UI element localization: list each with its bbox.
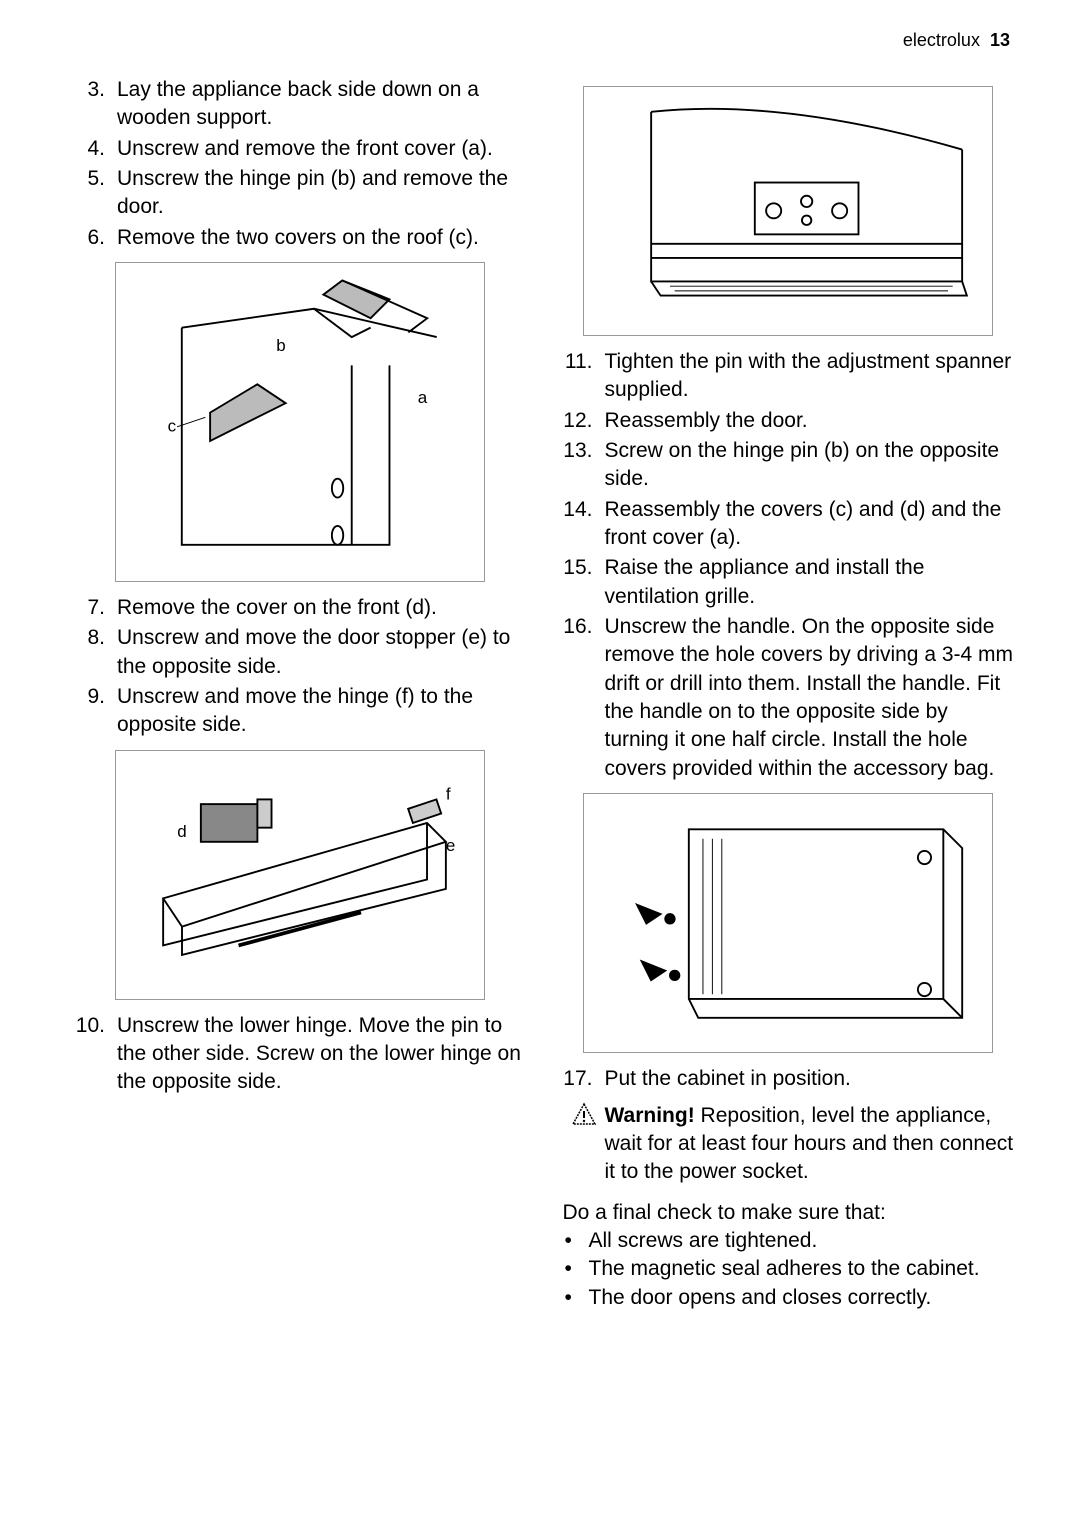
step-num: 8. [75,624,117,681]
page-number: 13 [990,30,1010,50]
step-num: 4. [75,135,117,163]
step-text: Unscrew and remove the front cover (a). [117,135,528,163]
bullet-text: The magnetic seal adheres to the cabinet… [589,1255,980,1283]
step-num: 7. [75,594,117,622]
step-item: 15.Raise the appliance and install the v… [563,554,1016,611]
step-item: 14.Reassembly the covers (c) and (d) and… [563,496,1016,553]
steps-group-right-a: 11.Tighten the pin with the adjustment s… [563,348,1016,783]
step-text: Screw on the hinge pin (b) on the opposi… [605,437,1016,494]
step-item: 7.Remove the cover on the front (d). [75,594,528,622]
bullet-text: All screws are tightened. [589,1227,818,1255]
left-column: 3.Lay the appliance back side down on a … [75,76,528,1312]
step-num: 16. [563,613,605,783]
step-num: 15. [563,554,605,611]
diagram-svg-2: d f e [125,757,475,993]
step-num: 14. [563,496,605,553]
step-num: 5. [75,165,117,222]
step-item: 11.Tighten the pin with the adjustment s… [563,348,1016,405]
diagram-svg-3 [594,93,982,329]
step-text: Reassembly the covers (c) and (d) and th… [605,496,1016,553]
step-text: Remove the two covers on the roof (c). [117,224,528,252]
step-text: Remove the cover on the front (d). [117,594,528,622]
page-header: electrolux 13 [75,30,1015,51]
step-num: 13. [563,437,605,494]
figure-lower-hinge [583,86,993,336]
checklist-item: The door opens and closes correctly. [563,1284,1016,1312]
step-num: 17. [563,1065,605,1093]
steps-group-right-b: 17.Put the cabinet in position. [563,1065,1016,1093]
warning-block: Warning! Reposition, level the appliance… [563,1102,1016,1187]
step-text: Tighten the pin with the adjustment span… [605,348,1016,405]
checklist-item: The magnetic seal adheres to the cabinet… [563,1255,1016,1283]
figure-hinge-bottom: d f e [115,750,485,1000]
right-column: 11.Tighten the pin with the adjustment s… [563,76,1016,1312]
steps-group-a: 3.Lay the appliance back side down on a … [75,76,528,252]
steps-group-c: 10.Unscrew the lower hinge. Move the pin… [75,1012,528,1097]
svg-text:b: b [276,336,285,355]
step-item: 5.Unscrew the hinge pin (b) and remove t… [75,165,528,222]
step-num: 12. [563,407,605,435]
step-item: 10.Unscrew the lower hinge. Move the pin… [75,1012,528,1097]
step-text: Unscrew and move the hinge (f) to the op… [117,683,528,740]
step-item: 8.Unscrew and move the door stopper (e) … [75,624,528,681]
svg-text:e: e [446,836,455,855]
diagram-svg-4 [594,801,982,1046]
step-item: 9.Unscrew and move the hinge (f) to the … [75,683,528,740]
content-columns: 3.Lay the appliance back side down on a … [75,76,1015,1312]
svg-text:d: d [177,822,186,841]
step-num: 3. [75,76,117,133]
step-num: 11. [563,348,605,405]
step-text: Unscrew and move the door stopper (e) to… [117,624,528,681]
step-text: Unscrew the hinge pin (b) and remove the… [117,165,528,222]
step-item: 16.Unscrew the handle. On the opposite s… [563,613,1016,783]
figure-handle [583,793,993,1053]
step-num: 6. [75,224,117,252]
svg-text:a: a [418,388,428,407]
brand-label: electrolux [903,30,980,50]
step-num: 10. [75,1012,117,1097]
step-item: 6.Remove the two covers on the roof (c). [75,224,528,252]
step-text: Lay the appliance back side down on a wo… [117,76,528,133]
step-text: Unscrew the handle. On the opposite side… [605,613,1016,783]
checklist-intro: Do a final check to make sure that: [563,1199,1016,1227]
step-item: 17.Put the cabinet in position. [563,1065,1016,1093]
svg-text:c: c [168,417,177,436]
bullet-text: The door opens and closes correctly. [589,1284,932,1312]
step-text: Raise the appliance and install the vent… [605,554,1016,611]
step-item: 3.Lay the appliance back side down on a … [75,76,528,133]
checklist-item: All screws are tightened. [563,1227,1016,1255]
step-item: 12.Reassembly the door. [563,407,1016,435]
warning-text: Warning! Reposition, level the appliance… [605,1102,1016,1187]
figure-hinge-top: a b c [115,262,485,582]
step-text: Put the cabinet in position. [605,1065,1016,1093]
diagram-svg-1: a b c [125,271,475,573]
steps-group-b: 7.Remove the cover on the front (d). 8.U… [75,594,528,740]
step-num: 9. [75,683,117,740]
checklist: All screws are tightened. The magnetic s… [563,1227,1016,1312]
warning-label: Warning! [605,1104,695,1127]
step-text: Reassembly the door. [605,407,1016,435]
step-item: 4.Unscrew and remove the front cover (a)… [75,135,528,163]
step-text: Unscrew the lower hinge. Move the pin to… [117,1012,528,1097]
svg-text:f: f [446,784,451,803]
step-item: 13.Screw on the hinge pin (b) on the opp… [563,437,1016,494]
warning-icon [563,1102,605,1187]
